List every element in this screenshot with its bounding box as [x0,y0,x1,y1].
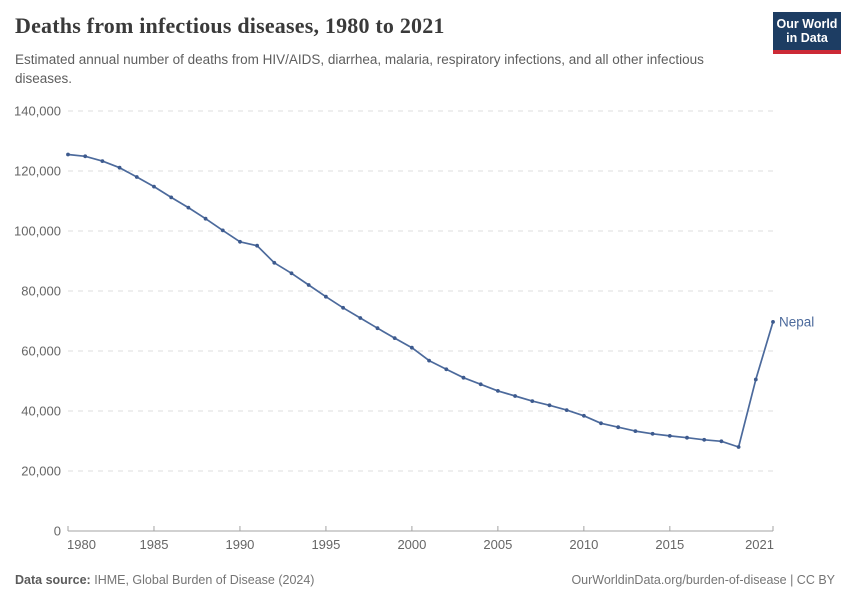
owid-logo-line1: Our World [776,17,838,31]
data-point [685,435,689,440]
data-point [444,367,449,372]
data-point [220,228,225,233]
data-point [719,439,724,444]
data-point [392,336,397,340]
data-point [530,399,535,403]
data-point [255,243,259,248]
y-axis-tick-label: 120,000 [14,164,61,179]
data-point [564,408,569,412]
data-point [667,434,672,438]
data-point [633,429,638,433]
y-axis-tick-label: 80,000 [21,284,61,299]
owid-logo[interactable]: Our World in Data [773,12,841,54]
x-axis-tick-label: 2021 [745,537,774,552]
data-point [736,445,741,449]
data-point [753,377,758,382]
data-point [547,403,552,408]
x-axis-tick-label: 1985 [140,537,169,552]
data-point [513,394,517,398]
x-axis-tick-label: 1995 [311,537,340,552]
y-axis-tick-label: 140,000 [14,104,61,119]
y-axis-tick-label: 40,000 [21,404,61,419]
data-point [100,159,105,163]
x-axis-tick-label: 1980 [67,537,96,552]
chart-subtitle: Estimated annual number of deaths from H… [15,52,704,86]
data-point [134,175,139,179]
page-title: Deaths from infectious diseases, 1980 to… [15,13,445,38]
series-label-nepal: Nepal [779,314,814,329]
x-axis-tick-label: 2010 [569,537,598,552]
license-link[interactable]: OurWorldinData.org/burden-of-disease | C… [571,573,835,587]
y-axis-tick-label: 100,000 [14,224,61,239]
data-point [238,239,242,244]
x-axis-tick-label: 1990 [225,537,254,552]
x-axis-tick-label: 2005 [483,537,512,552]
data-point [410,345,414,350]
data-point [496,389,500,393]
data-point [702,437,707,442]
datasource-label: Data source: [15,573,91,587]
datasource-note: Data source: IHME, Global Burden of Dise… [15,573,314,587]
data-point [83,154,88,159]
data-point [117,165,122,170]
data-point [650,431,655,436]
data-point [599,421,603,426]
data-point [478,382,483,387]
owid-logo-line2: in Data [786,31,828,46]
y-axis-tick-label: 20,000 [21,464,61,479]
data-point [427,358,431,363]
data-line-nepal [67,153,774,448]
data-point [324,294,328,299]
x-axis-tick-label: 2000 [397,537,426,552]
data-point [358,316,363,320]
data-point [461,375,466,380]
data-point [203,216,208,221]
data-point [152,184,156,189]
datasource-value: IHME, Global Burden of Disease (2024) [94,573,315,587]
data-point [306,283,311,287]
y-axis-tick-label: 0 [54,524,61,539]
data-point [186,205,191,210]
data-point [341,305,345,310]
data-point [289,271,294,276]
line-chart: 0 20,000 40,000 60,000 80,000 100,000 120,000 1… [14,104,814,553]
data-point [582,413,586,418]
data-point [771,320,775,324]
data-point [66,152,70,157]
x-axis-tick-label: 2015 [655,537,684,552]
data-point [272,260,277,265]
data-point [169,195,174,200]
data-point [616,425,621,430]
data-point [375,326,380,331]
y-axis-tick-label: 60,000 [21,344,61,359]
